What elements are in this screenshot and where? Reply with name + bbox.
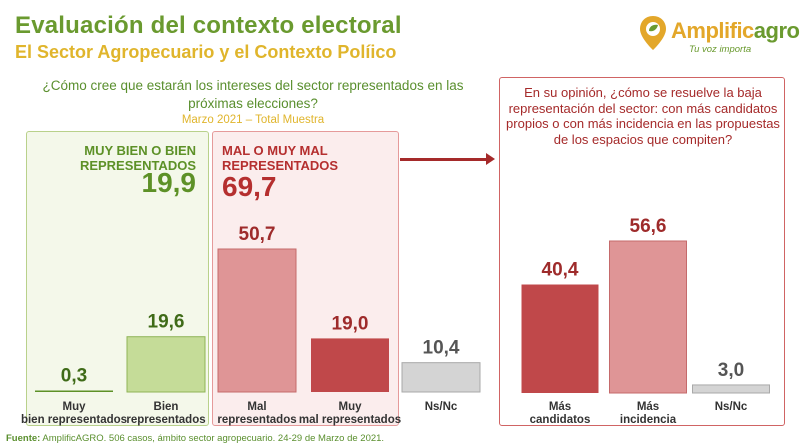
right-question: En su opinión, ¿cómo se resuelve la baja… (506, 85, 780, 147)
bar-1-3 (217, 248, 297, 393)
bar-1-5 (401, 362, 481, 393)
brand-logo: Amplificagro Tu voz importa (635, 12, 800, 58)
bar-1-2 (126, 336, 206, 393)
bar-value-label: 10,4 (423, 338, 460, 359)
bar-value-label: 19,0 (332, 313, 369, 334)
category-label: Mal representados (217, 401, 296, 426)
category-label: Muy mal representados (299, 401, 401, 426)
connector-arrow-head-icon (486, 153, 495, 165)
bar-value-label: 19,6 (148, 312, 185, 333)
bad-group-label: MAL O MUY MAL REPRESENTADOS (222, 143, 339, 173)
bar-1-1 (35, 390, 113, 392)
bar-value-label: 40,4 (542, 260, 579, 281)
bar-value-label: 0,3 (61, 366, 87, 387)
logo-pin-icon (640, 16, 666, 50)
category-label: Más incidencia (620, 401, 677, 426)
category-label: Ns/Nc (715, 401, 748, 413)
source-note: Fuente: AmplificAGRO. 506 casos, ámbito … (6, 433, 385, 444)
good-group-label: MUY BIEN O BIEN REPRESENTADOS (79, 143, 196, 173)
category-label: Muy bien representados (21, 401, 127, 426)
connector-arrow-line (400, 158, 488, 161)
logo-wordmark: Amplificagro (671, 18, 800, 43)
good-group-total: 19,9 (141, 167, 197, 198)
bar-1-4 (311, 338, 389, 392)
bar-value-label: 56,6 (630, 216, 667, 237)
category-label: Ns/Nc (425, 401, 458, 413)
category-label: Más candidatos (530, 401, 591, 426)
bar-2-3 (692, 384, 770, 394)
left-question: ¿Cómo cree que estarán los intereses del… (42, 78, 464, 111)
logo-tagline: Tu voz importa (689, 44, 752, 55)
left-question-note: Marzo 2021 – Total Muestra (181, 114, 325, 126)
bar-2-2 (609, 240, 687, 394)
page-title: Evaluación del contexto electoral (15, 12, 402, 39)
bar-2-1 (521, 284, 599, 393)
bar-value-label: 3,0 (718, 360, 744, 381)
bar-value-label: 50,7 (239, 224, 276, 245)
category-label: Bien representados (126, 401, 205, 426)
page-subtitle: El Sector Agropecuario y el Contexto Pol… (15, 42, 397, 62)
bad-group-total: 69,7 (222, 171, 277, 202)
